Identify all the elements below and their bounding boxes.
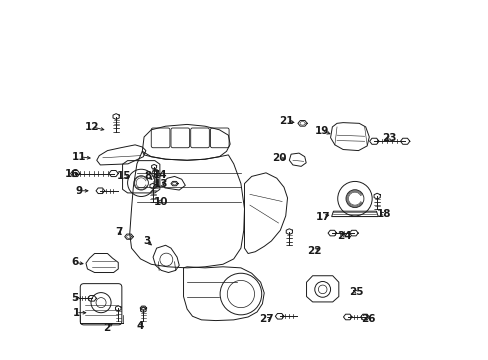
Text: 1: 1 — [72, 308, 80, 318]
Text: 14: 14 — [153, 170, 167, 180]
Text: 4: 4 — [137, 321, 144, 331]
Text: 27: 27 — [259, 314, 273, 324]
Text: 18: 18 — [376, 209, 390, 219]
Text: 9: 9 — [76, 186, 83, 196]
Text: 22: 22 — [306, 246, 321, 256]
Text: 17: 17 — [315, 212, 330, 221]
Text: 7: 7 — [115, 227, 122, 237]
Text: 20: 20 — [272, 153, 286, 163]
Text: 25: 25 — [348, 287, 363, 297]
Text: 6: 6 — [71, 257, 79, 267]
Text: 13: 13 — [154, 179, 168, 189]
Text: 3: 3 — [143, 236, 150, 246]
Text: 19: 19 — [314, 126, 328, 135]
Text: 11: 11 — [71, 152, 86, 162]
Text: 21: 21 — [279, 116, 293, 126]
Text: 5: 5 — [71, 293, 79, 303]
Text: 15: 15 — [117, 171, 131, 181]
Text: 24: 24 — [337, 231, 351, 240]
Text: 10: 10 — [154, 197, 168, 207]
Text: 8: 8 — [144, 171, 152, 181]
Text: 23: 23 — [382, 133, 396, 143]
Text: 2: 2 — [102, 323, 110, 333]
Text: 16: 16 — [65, 168, 80, 179]
Text: 12: 12 — [84, 122, 99, 132]
Text: 26: 26 — [360, 314, 375, 324]
